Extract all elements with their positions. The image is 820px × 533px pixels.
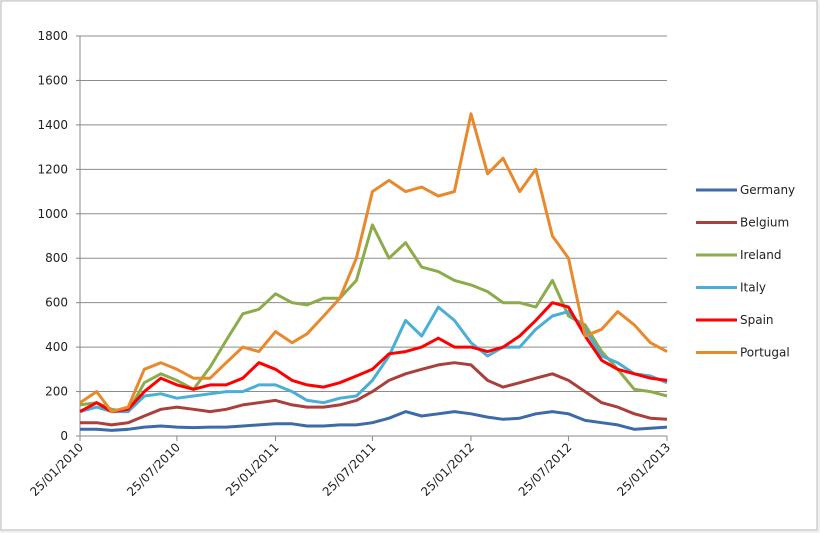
y-tick-label: 200 — [45, 385, 68, 399]
y-tick-label: 1000 — [37, 207, 68, 221]
y-tick-label: 800 — [45, 251, 68, 265]
y-tick-label: 1200 — [37, 162, 68, 176]
y-tick-label: 1600 — [37, 73, 68, 87]
series-line — [80, 361, 668, 427]
legend-label: Portugal — [740, 346, 790, 360]
y-tick-label: 600 — [45, 296, 68, 310]
legend-label: Germany — [740, 183, 795, 197]
legend-label: Italy — [740, 281, 766, 295]
legend-label: Belgium — [740, 216, 789, 230]
series-line — [79, 112, 668, 414]
y-tick-label: 0 — [60, 429, 68, 443]
y-tick-label: 1800 — [37, 29, 68, 43]
legend-label: Ireland — [740, 248, 782, 262]
legend-label: Spain — [740, 313, 774, 327]
y-tick-label: 400 — [45, 340, 68, 354]
series-line — [79, 305, 668, 414]
y-tick-label: 1400 — [37, 118, 68, 132]
series-line — [79, 223, 668, 414]
series-line — [80, 410, 668, 432]
series-line — [79, 301, 668, 414]
